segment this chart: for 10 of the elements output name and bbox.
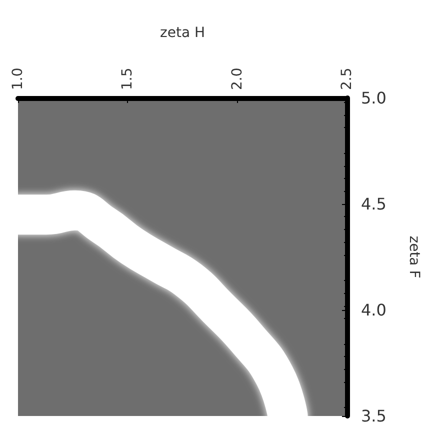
- y-tick-label: 4.5: [361, 194, 386, 214]
- x-tick-label: 2.5: [339, 68, 355, 90]
- x-tick-label: 1.0: [10, 68, 26, 90]
- x-axis-title: zeta H: [160, 25, 206, 41]
- x-tick-label: 2.0: [229, 68, 246, 90]
- y-tick-label: 5.0: [361, 88, 386, 108]
- y-tick-label: 3.5: [361, 406, 386, 426]
- x-tick-label: 1.5: [120, 68, 136, 90]
- y-tick-label: 4.0: [361, 300, 386, 320]
- y-axis-title: zeta F: [406, 236, 422, 278]
